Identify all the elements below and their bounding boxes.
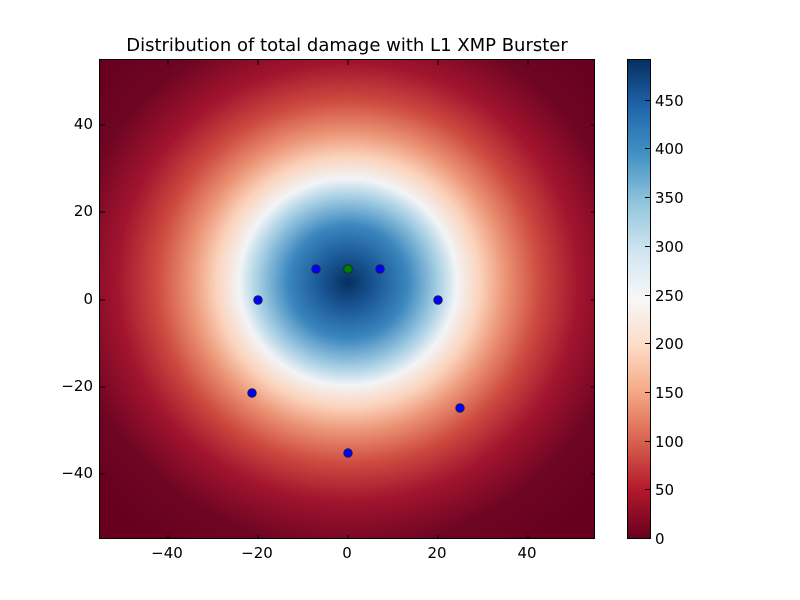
x-tick-label: −40 (151, 544, 183, 562)
y-tick-label: 0 (83, 290, 93, 308)
x-tick-label: −20 (241, 544, 273, 562)
colorbar-tick (645, 441, 650, 442)
y-tick-label: 40 (73, 115, 93, 133)
x-tick-label: 40 (517, 544, 537, 562)
y-tick-label: −40 (61, 464, 93, 482)
colorbar-tick-label: 300 (655, 238, 684, 256)
heatmap (100, 60, 594, 538)
colorbar-tick (645, 100, 650, 101)
colorbar-tick (645, 197, 650, 198)
colorbar-tick-label: 450 (655, 92, 684, 110)
colorbar-tick-label: 150 (655, 384, 684, 402)
colorbar-tick (645, 343, 650, 344)
colorbar-tick-label: 0 (655, 530, 665, 548)
colorbar-tick-label: 50 (655, 481, 675, 499)
colorbar-tick-label: 400 (655, 140, 684, 158)
colorbar-tick (645, 392, 650, 393)
resonator-marker (343, 448, 353, 458)
x-tick-label: 20 (427, 544, 447, 562)
resonator-marker (253, 295, 263, 305)
y-tick-label: 20 (73, 202, 93, 220)
burster-marker (343, 264, 353, 274)
colorbar (627, 59, 651, 539)
resonator-marker (375, 264, 385, 274)
colorbar-tick-label: 250 (655, 287, 684, 305)
colorbar-tick (645, 538, 650, 539)
resonator-marker (455, 403, 465, 413)
colorbar-tick (645, 489, 650, 490)
colorbar-tick-label: 100 (655, 433, 684, 451)
colorbar-tick (645, 295, 650, 296)
resonator-marker (247, 388, 257, 398)
colorbar-tick (645, 148, 650, 149)
chart-title: Distribution of total damage with L1 XMP… (126, 35, 568, 56)
plot-area (99, 59, 595, 539)
x-tick-label: 0 (342, 544, 352, 562)
colorbar-tick-label: 200 (655, 335, 684, 353)
resonator-marker (433, 295, 443, 305)
y-tick-label: −20 (61, 377, 93, 395)
colorbar-tick (645, 246, 650, 247)
colorbar-tick-label: 350 (655, 189, 684, 207)
resonator-marker (311, 264, 321, 274)
